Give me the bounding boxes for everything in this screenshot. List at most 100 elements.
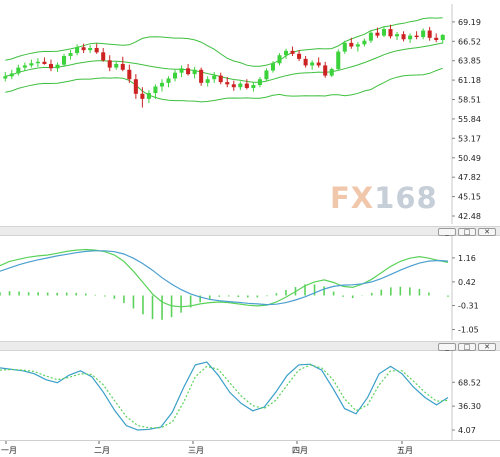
x-tick-label: 三月 [188,446,204,455]
price-chart: 69.19 66.52 63.85 61.18 58.51 55.84 53.17 50.49… [3,4,481,224]
x-tick-label: 五月 [397,446,413,455]
candle-body [316,62,321,66]
candle-body [414,35,419,38]
candle-body [192,69,197,75]
stochastic-k-line [0,361,449,431]
candle-body [401,34,406,40]
y-tick-label: 50.49 [458,154,481,163]
y-tick-label: 55.84 [458,115,481,124]
candle-body [62,55,67,65]
candle-body [375,32,380,36]
macd-signal-line [0,248,449,308]
y-tick-label: 61.18 [458,76,481,85]
candle-body [205,79,210,83]
candle-body [427,30,432,38]
candle-body [81,47,86,51]
y-tick-label: 45.15 [458,193,481,202]
candle-body [35,61,40,64]
candle-body [388,29,393,37]
restore-icon[interactable]: □ [458,343,476,351]
y-tick-label: 68.52 [458,378,481,387]
y-tick-label: 47.82 [458,173,481,182]
candle-body [75,47,80,54]
close-icon[interactable]: ✕ [478,343,496,351]
candle-body [159,82,164,87]
candle-body [329,69,334,76]
macd-chart: 1.16 0.42 -0.31 -1.05 [0,236,479,340]
restore-icon[interactable]: □ [458,228,476,236]
candle-body [251,85,256,88]
candle-body [277,55,282,64]
candle-body [101,52,106,61]
y-tick-label: 42.48 [458,212,481,221]
candle-body [342,42,347,52]
x-axis: 一月 二月 三月 四月 五月 [0,440,500,457]
candle-body [153,86,158,94]
x-tick-label: 二月 [94,446,110,455]
candle-body [355,44,360,47]
candle-body [218,75,223,83]
candle-body [238,83,243,88]
macd-panel: 1.16 0.42 -0.31 -1.05 [0,236,500,340]
candle-body [381,29,386,36]
candle-body [303,58,308,66]
candle-body [225,82,230,85]
fx168-watermark: FX168 [330,184,438,213]
candle-body [270,63,275,71]
candle-body [166,78,171,83]
minimize-icon[interactable]: _ [438,228,456,236]
y-tick-label: 0.42 [458,278,476,287]
candle-body [120,63,125,70]
candle-body [284,50,289,56]
stochastic-d-line [0,364,449,429]
candle-body [114,63,119,68]
candle-body [48,63,53,69]
stochastic-chart: 68.52 36.30 4.07 [0,351,481,440]
candle-body [264,70,269,80]
candle-body [133,79,138,94]
candle-body [440,34,445,40]
y-tick-label: 36.30 [458,402,481,411]
stochastic-panel: 68.52 36.30 4.07 [0,351,500,440]
y-tick-label: 63.85 [458,57,481,66]
candle-body [336,51,341,70]
candle-body [186,68,191,75]
candle-body [290,50,295,54]
candle-body [16,67,21,74]
candle-body [140,93,145,99]
x-tick-label: 四月 [292,446,308,455]
macd-window-controls: _ □ ✕ [438,228,496,236]
candle-body [257,79,262,86]
panel-divider-macd: _ □ ✕ [0,226,500,236]
y-tick-label: 66.52 [458,37,481,46]
bollinger-upper-line [5,17,443,67]
watermark-brand-b: 168 [374,181,438,215]
minimize-icon[interactable]: _ [438,343,456,351]
watermark-brand-a: FX [330,181,375,215]
candle-body [146,93,151,99]
candle-body [297,53,302,59]
candle-body [88,47,93,51]
candle-body [395,34,400,37]
candle-body [107,60,112,68]
candle-body [22,65,27,68]
candle-body [3,76,8,79]
candle-body [94,47,99,53]
kdj-window-controls: _ □ ✕ [438,343,496,351]
bollinger-middle-line [5,42,443,83]
candle-body [55,64,60,69]
candle-body [42,61,47,64]
candle-body [29,63,34,66]
y-tick-label: -1.05 [458,326,479,335]
bollinger-lower-line [5,67,443,103]
candle-body [421,30,426,38]
panel-divider-kdj: _ □ ✕ [0,341,500,351]
y-tick-label: 4.07 [458,426,476,435]
candle-body [310,62,315,66]
y-tick-label: -0.31 [458,302,479,311]
candle-body [212,75,217,80]
close-icon[interactable]: ✕ [478,228,496,236]
candle-body [127,69,132,80]
candle-body [68,53,73,56]
candle-body [408,35,413,40]
